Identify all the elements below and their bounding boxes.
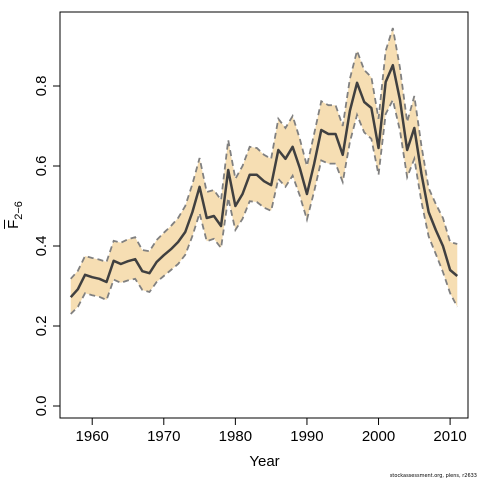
x-axis-title: Year bbox=[249, 453, 279, 470]
y-tick-label: 0.8 bbox=[33, 76, 50, 97]
lower-bound-line bbox=[70, 97, 459, 315]
x-tick-label: 2010 bbox=[433, 428, 466, 445]
y-tick-label: 0.2 bbox=[33, 316, 50, 337]
x-axis: 1960 1970 1980 1990 2000 2010 bbox=[76, 417, 467, 445]
y-axis-title-subscript: 2−6 bbox=[13, 201, 25, 220]
y-tick-label: 0.4 bbox=[33, 236, 50, 257]
y-axis-title: F2−6 bbox=[4, 201, 25, 229]
estimate-line bbox=[69, 63, 459, 299]
plot-frame bbox=[59, 11, 469, 419]
y-axis: 0.0 0.2 0.4 0.6 0.8 bbox=[33, 76, 61, 417]
fbar-estimate-line bbox=[69, 63, 459, 299]
credit-text: stockassessment.org, plens, r2633 bbox=[390, 473, 477, 479]
upper-bound-line bbox=[70, 27, 458, 280]
svg-text:F2−6: F2−6 bbox=[5, 201, 25, 229]
x-tick-label: 1960 bbox=[76, 428, 109, 445]
x-tick-label: 1980 bbox=[219, 428, 252, 445]
confidence-band-area bbox=[70, 28, 458, 314]
x-tick-label: 1990 bbox=[290, 428, 323, 445]
confidence-bounds bbox=[70, 27, 459, 315]
x-tick-label: 2000 bbox=[362, 428, 395, 445]
y-tick-label: 0.0 bbox=[33, 396, 50, 417]
x-tick-label: 1970 bbox=[147, 428, 180, 445]
y-axis-title-main: F bbox=[5, 220, 22, 229]
confidence-band bbox=[70, 28, 458, 314]
y-tick-label: 0.6 bbox=[33, 156, 50, 177]
